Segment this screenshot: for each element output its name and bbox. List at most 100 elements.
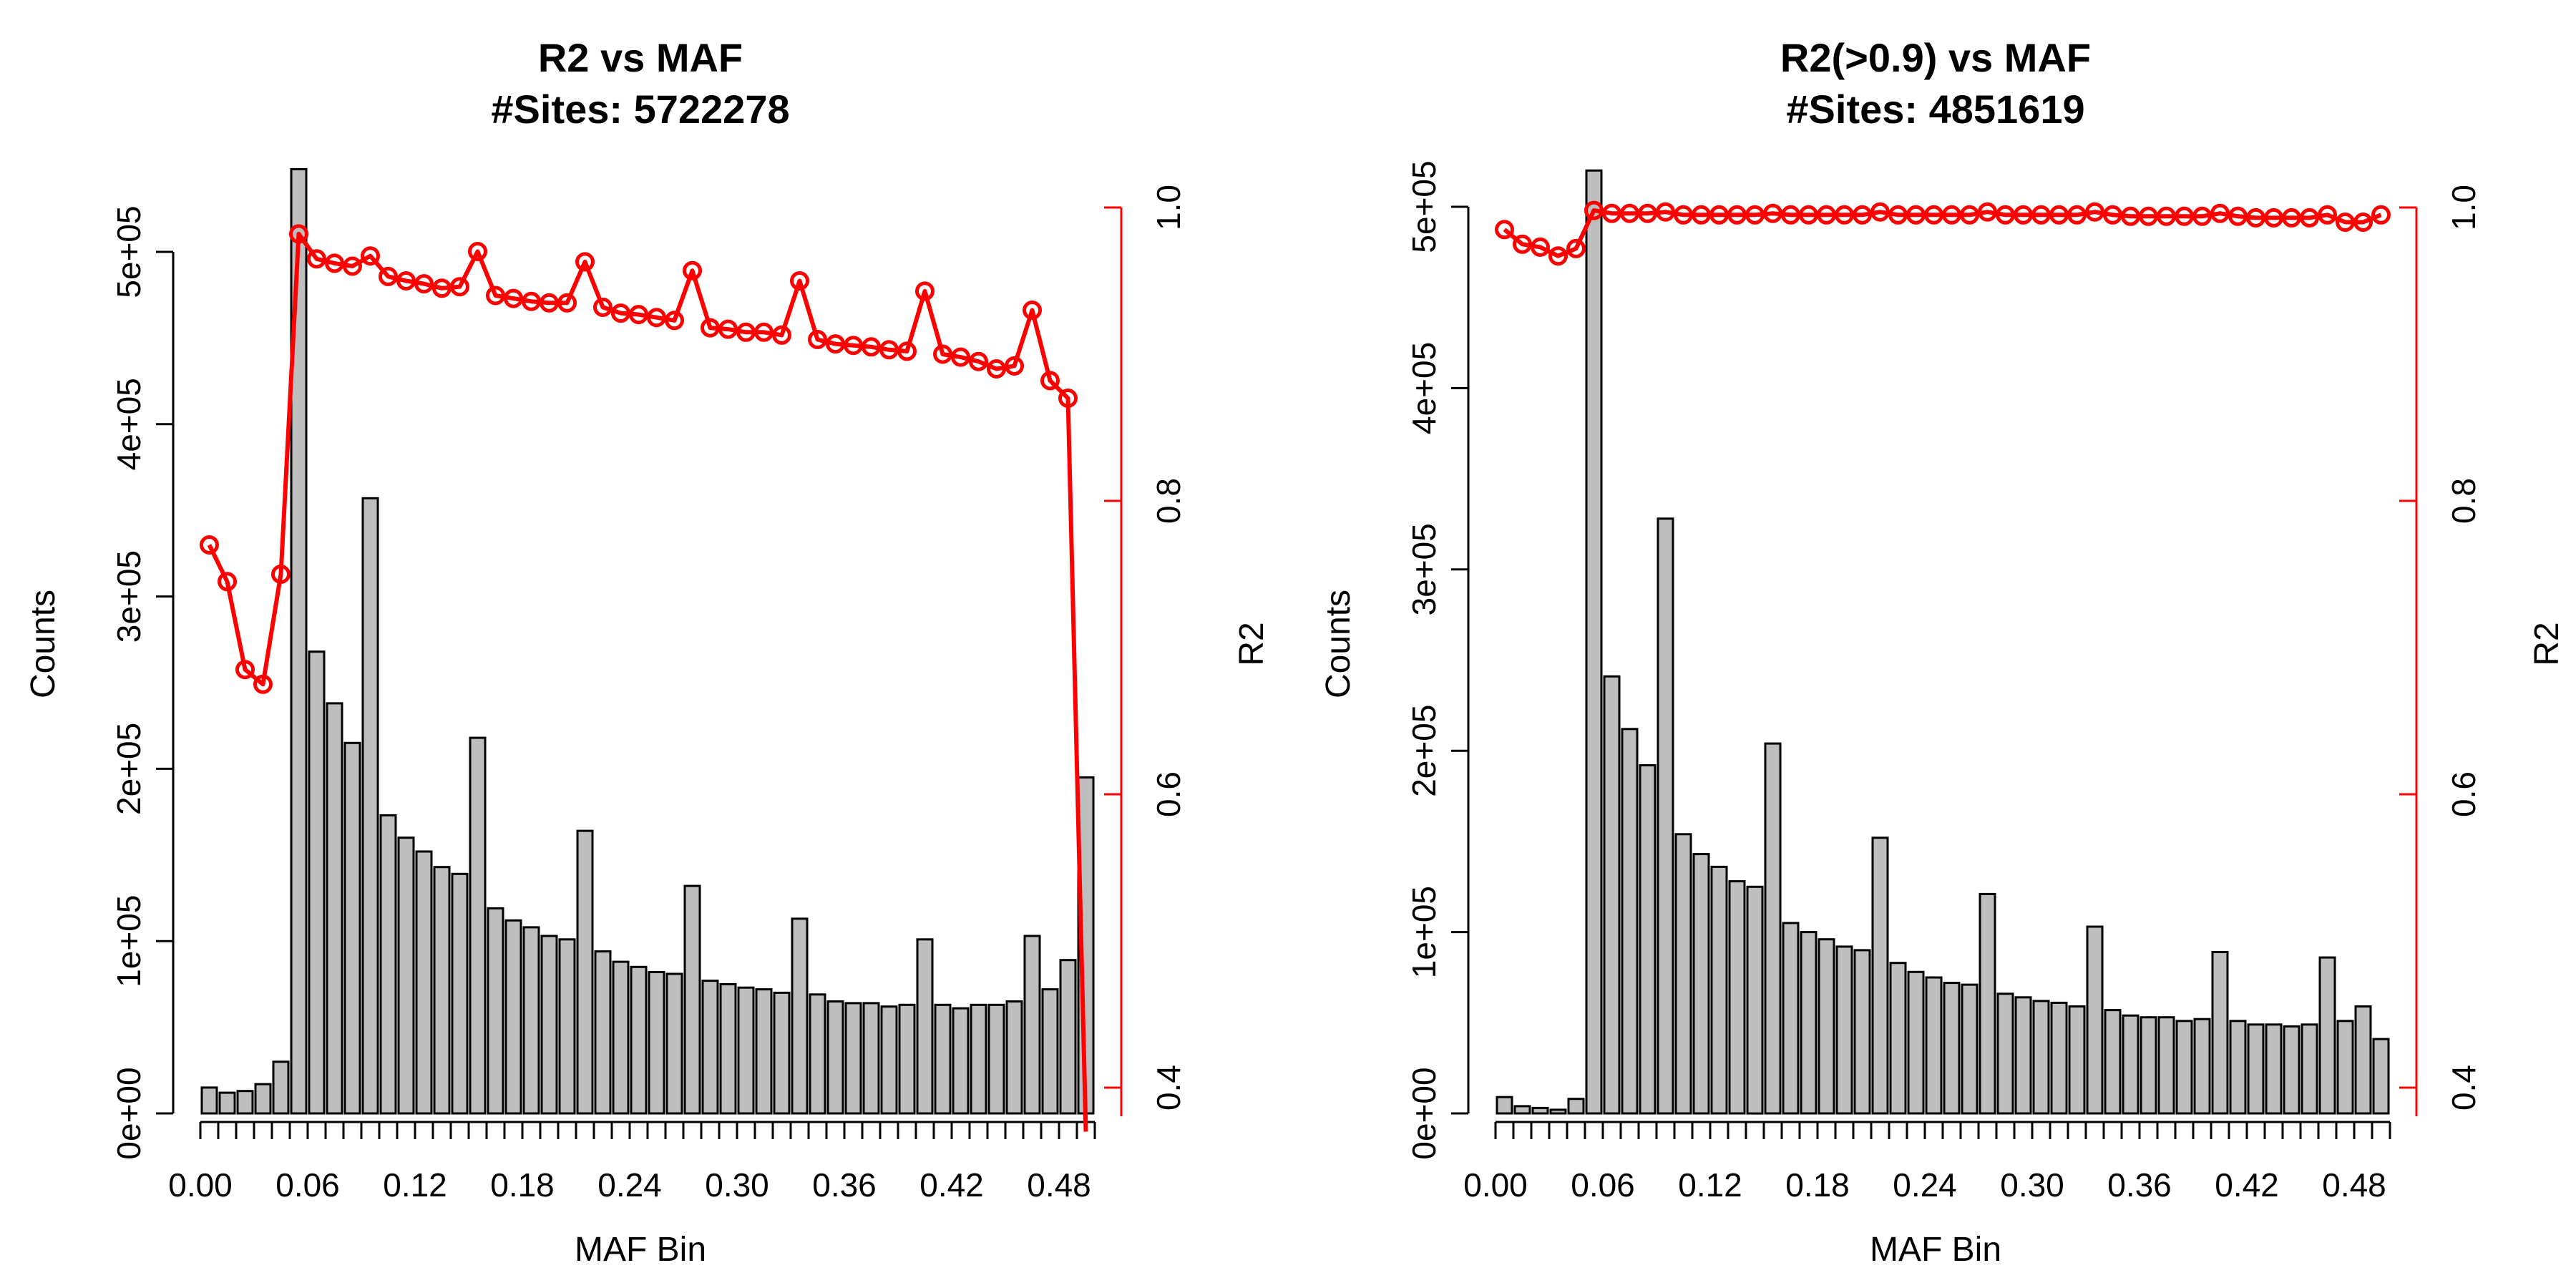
bar [862, 1002, 880, 1115]
y-tick-label: 5e+05 [110, 205, 147, 298]
r2-point [486, 286, 505, 306]
r2-point [1924, 205, 1943, 225]
r2-point [629, 305, 648, 325]
r2-point [951, 347, 970, 367]
bar [1496, 1096, 1513, 1115]
bar [1639, 764, 1657, 1115]
r2-point [432, 278, 452, 298]
r2-point [2121, 206, 2140, 226]
bar [594, 950, 612, 1115]
x-tick-label: 0.00 [1463, 1166, 1528, 1204]
r2-point [1853, 205, 1872, 225]
r2-point [790, 271, 809, 291]
r2-point [611, 303, 630, 323]
bar [1871, 836, 1889, 1115]
y2-tick-label: 0.4 [2445, 1065, 2482, 1111]
bar [2157, 1016, 2175, 1115]
y2-axis-label: R2 [1233, 622, 1271, 665]
r2-point [1005, 356, 1024, 376]
r2-point [1023, 301, 1042, 320]
r2-line-series [200, 224, 1088, 1132]
y2-axis: 0.4 0.6 0.8 1.0 [1104, 185, 1187, 1116]
bar [1549, 1108, 1567, 1115]
r2-point [1584, 200, 1604, 220]
bar [2283, 1025, 2301, 1115]
bar [504, 919, 522, 1115]
bar [487, 907, 504, 1115]
r2-point [200, 535, 219, 555]
bar [648, 971, 665, 1115]
r2-point [1745, 205, 1765, 225]
bar [2211, 951, 2229, 1115]
y2-tick-label: 0.6 [1150, 771, 1187, 817]
bar [1800, 931, 1818, 1115]
r2-point [1817, 205, 1836, 225]
y-tick-label: 2e+05 [110, 723, 147, 815]
r2-point [987, 359, 1006, 379]
bar-series [200, 167, 1095, 1115]
r2-point [1942, 205, 1961, 225]
chart-panel-r2-filtered-vs-maf: R2(>0.9) vs MAF #Sites: 4851619 MAF Bin … [1319, 35, 2566, 1269]
r2-point [2246, 208, 2265, 228]
x-tick-label: 0.42 [919, 1166, 984, 1204]
bar [236, 1090, 254, 1115]
r2-point [736, 322, 756, 342]
r2-point [1799, 205, 1818, 225]
y2-tick-label: 1.0 [2445, 185, 2482, 230]
y2-tick-label: 1.0 [1150, 185, 1187, 230]
bar [2372, 1038, 2390, 1115]
bar [2247, 1023, 2265, 1115]
x-tick-label: 0.36 [812, 1166, 877, 1204]
bar [701, 980, 719, 1115]
bar [1818, 938, 1835, 1115]
chart-subtitle-sites: #Sites: 4851619 [1786, 87, 2084, 132]
bar-series [1496, 169, 2390, 1115]
r2-point [772, 325, 791, 345]
r2-point [575, 252, 595, 272]
r2-point [2014, 205, 2033, 225]
r2-point [271, 565, 291, 584]
y-tick-label: 5e+05 [1405, 160, 1443, 253]
bar [916, 938, 934, 1115]
bar [1621, 728, 1639, 1115]
bar [2265, 1023, 2283, 1115]
r2-point [1513, 234, 1532, 254]
r2-point [1781, 205, 1800, 225]
bar [1961, 983, 1979, 1115]
bar [719, 982, 737, 1115]
r2-point [2300, 208, 2319, 228]
bar [2301, 1023, 2318, 1115]
r2-point [2175, 206, 2194, 226]
bar [880, 1005, 898, 1115]
r2-point [450, 277, 469, 297]
r2-point [1058, 389, 1078, 408]
r2-point [665, 311, 684, 331]
r2-point [2031, 205, 2051, 225]
y2-tick-label: 0.6 [2445, 771, 2482, 817]
r2-point [2192, 206, 2212, 226]
y-tick-label: 1e+05 [1405, 886, 1443, 978]
r2-point [593, 297, 613, 317]
r2-point [701, 318, 720, 338]
r2-point [1996, 205, 2015, 225]
r2-point [915, 281, 935, 301]
bar [2140, 1016, 2157, 1115]
r2-line-series [1495, 200, 2391, 266]
r2-point [2264, 208, 2283, 228]
r2-point [1040, 371, 1060, 391]
r2-point [1978, 202, 1997, 222]
y-tick-label: 1e+05 [110, 895, 147, 987]
x-tick-label: 0.36 [2107, 1166, 2172, 1204]
chart-title: R2(>0.9) vs MAF [1780, 35, 2091, 80]
bar [665, 972, 683, 1115]
bar [2354, 1005, 2372, 1115]
y-tick-label: 0e+00 [1405, 1067, 1443, 1159]
x-axis-label: MAF Bin [575, 1231, 706, 1269]
bar [934, 1003, 952, 1115]
chart-title: R2 vs MAF [538, 35, 743, 80]
x-tick-label: 0.12 [1678, 1166, 1742, 1204]
bar [1746, 885, 1764, 1115]
r2-point [2353, 213, 2373, 232]
bar [809, 993, 826, 1115]
bar [254, 1083, 272, 1115]
